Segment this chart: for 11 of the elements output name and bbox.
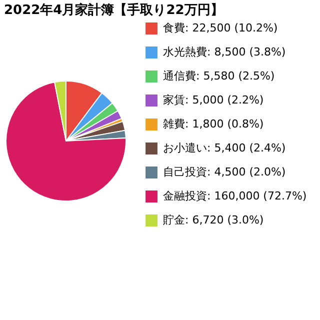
- legend-label: 水光熱費: 8,500 (3.8%): [163, 46, 286, 58]
- chart-title: 2022年4月家計簿【手取り22万円】: [4, 2, 224, 18]
- legend-label: 家賃: 5,000 (2.2%): [163, 94, 264, 106]
- legend-label: 雑費: 1,800 (0.8%): [163, 118, 264, 130]
- legend-label: 金融投資: 160,000 (72.7%): [163, 190, 307, 202]
- legend-label: 食費: 22,500 (10.2%): [163, 22, 278, 34]
- legend-label: 通信費: 5,580 (2.5%): [163, 70, 275, 82]
- legend-label: お小遣い: 5,400 (2.4%): [163, 142, 286, 154]
- legend-label: 貯金: 6,720 (3.0%): [163, 214, 264, 226]
- legend-label: 自己投資: 4,500 (2.0%): [163, 166, 286, 178]
- pie-slice: [6, 82, 126, 202]
